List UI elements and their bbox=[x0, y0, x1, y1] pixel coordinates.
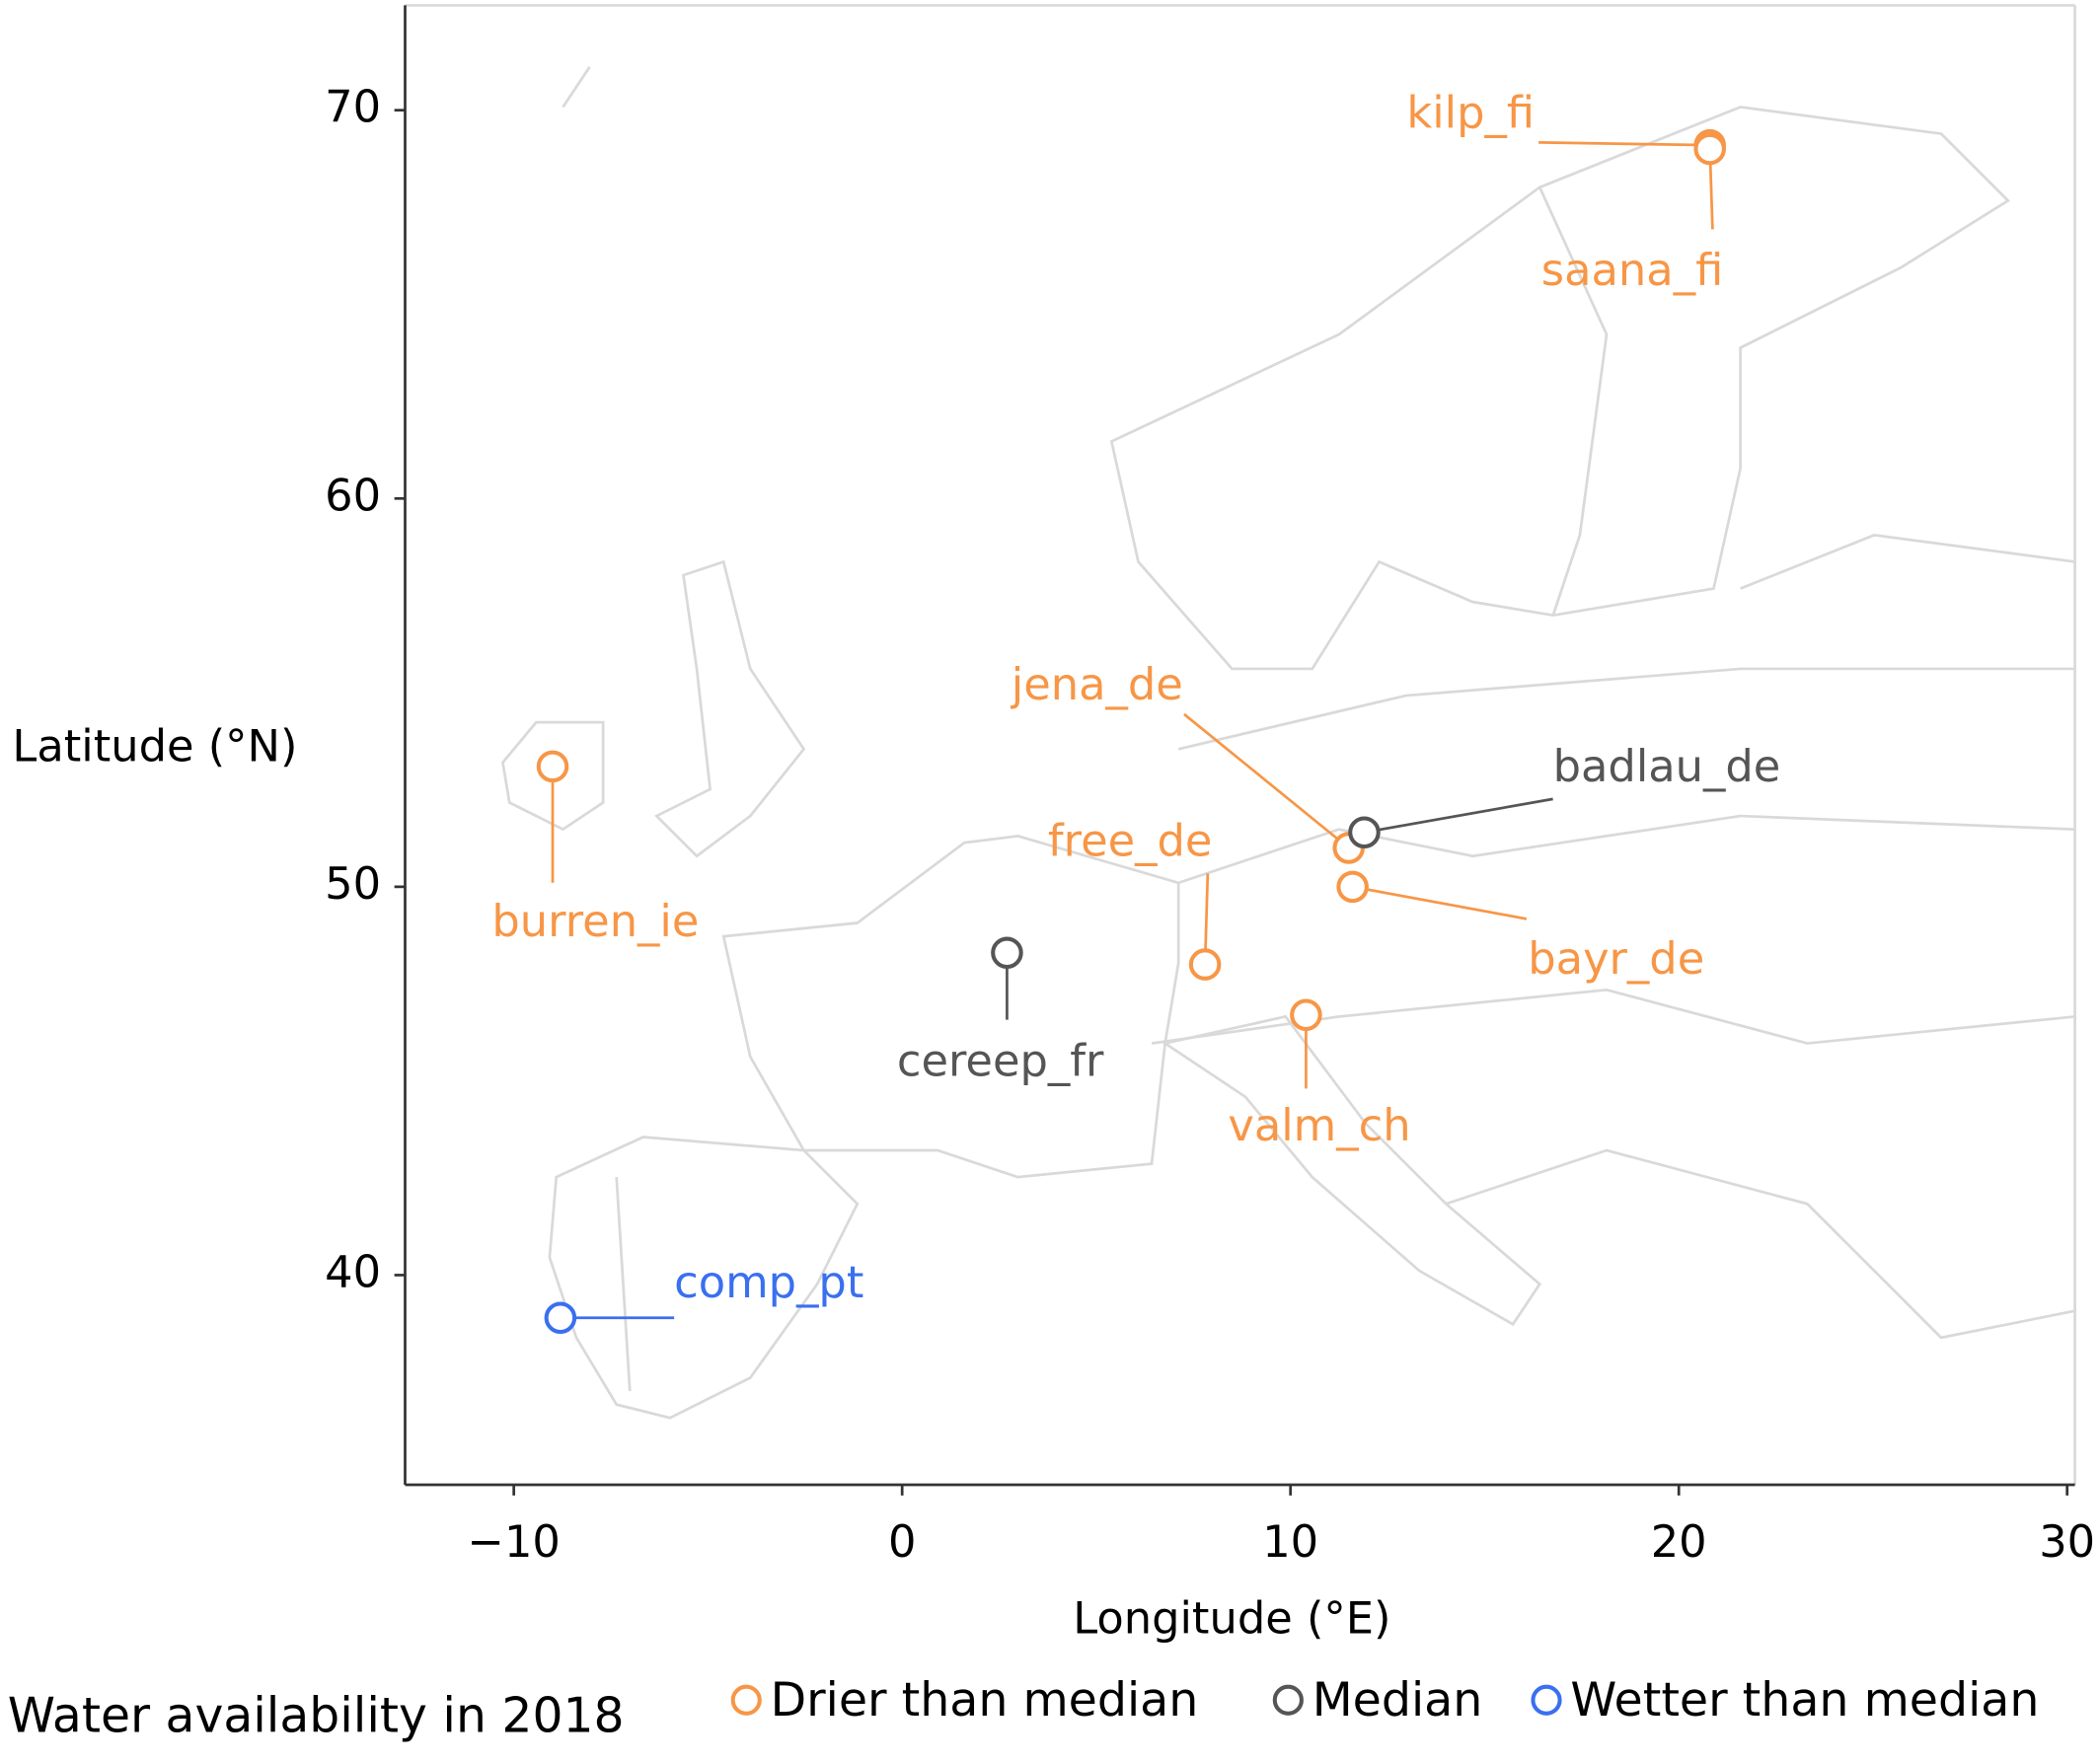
legend-label: Median bbox=[1312, 1673, 1483, 1727]
site-label: badlau_de bbox=[1553, 740, 1781, 792]
site-label: cereep_fr bbox=[897, 1034, 1104, 1086]
x-tick-label: 30 bbox=[2039, 1515, 2095, 1568]
x-axis-title: Longitude (°E) bbox=[1073, 1591, 1390, 1644]
site-label: kilp_fi bbox=[1406, 86, 1535, 138]
y-tick-label: 40 bbox=[325, 1245, 381, 1297]
site-label: valm_ch bbox=[1228, 1099, 1410, 1151]
site-label: free_de bbox=[1048, 815, 1212, 867]
legend-label: Drier than median bbox=[771, 1673, 1199, 1727]
site-label: saana_fi bbox=[1541, 244, 1723, 296]
site-marker bbox=[1693, 132, 1726, 166]
leader-line bbox=[1538, 141, 1710, 147]
site-label: jena_de bbox=[1011, 658, 1183, 710]
legend-title: Water availability in 2018 bbox=[8, 1687, 625, 1743]
legend-marker bbox=[730, 1684, 762, 1716]
y-tick-label: 60 bbox=[325, 469, 381, 521]
map-outline bbox=[501, 66, 2075, 1420]
legend-marker bbox=[1272, 1684, 1304, 1716]
y-tick-label: 70 bbox=[325, 81, 381, 133]
site-label: bayr_de bbox=[1528, 932, 1704, 985]
site-label: comp_pt bbox=[674, 1256, 863, 1308]
x-tick-label: 10 bbox=[1262, 1515, 1318, 1568]
site-label: burren_ie bbox=[491, 895, 699, 947]
x-tick-label: 0 bbox=[888, 1515, 916, 1568]
site-marker bbox=[991, 936, 1023, 970]
site-marker bbox=[536, 750, 569, 783]
leader-line bbox=[1352, 885, 1528, 920]
y-axis-title: Latitude (°N) bbox=[12, 719, 297, 771]
site-marker bbox=[1336, 870, 1369, 904]
site-marker bbox=[544, 1301, 577, 1335]
site-marker bbox=[1188, 948, 1222, 981]
legend-label: Wetter than median bbox=[1570, 1673, 2039, 1727]
x-tick-label: −10 bbox=[467, 1515, 560, 1568]
leader-line bbox=[1364, 797, 1553, 835]
leader-line bbox=[1183, 712, 1350, 849]
site-marker bbox=[1290, 998, 1322, 1032]
site-marker bbox=[1348, 816, 1381, 849]
y-tick-label: 50 bbox=[325, 857, 381, 910]
x-tick-label: 20 bbox=[1651, 1515, 1707, 1568]
legend-marker bbox=[1531, 1684, 1562, 1716]
